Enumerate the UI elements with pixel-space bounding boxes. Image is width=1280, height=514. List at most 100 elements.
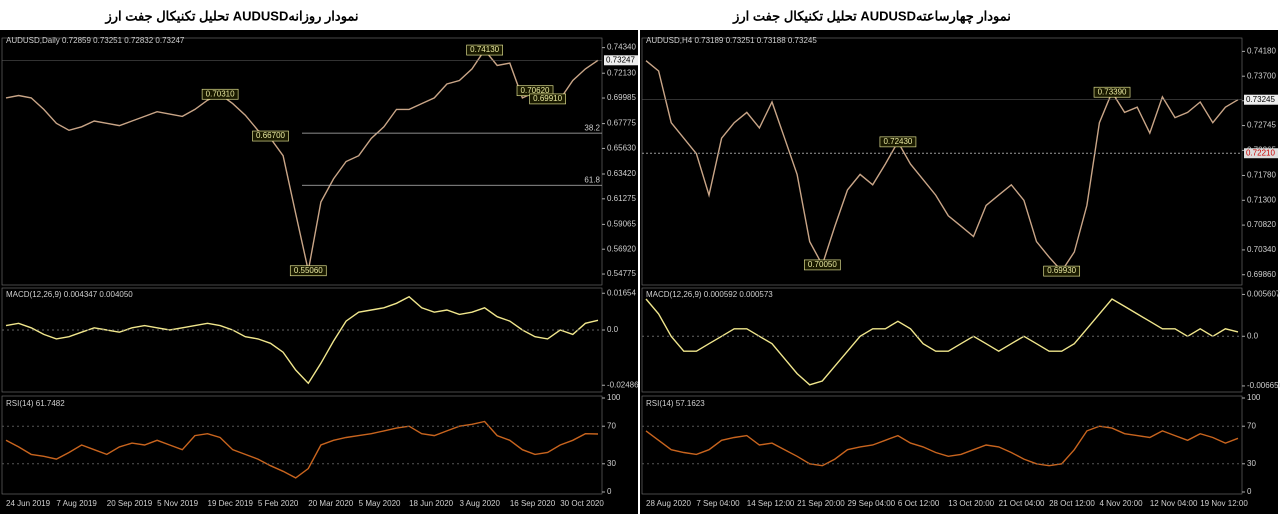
annotation-label: 0.66700 [256, 131, 285, 140]
x-tick-label: 4 Nov 20:00 [1099, 499, 1143, 508]
annotation-box [252, 130, 289, 142]
x-tick-label: 13 Oct 20:00 [948, 499, 994, 508]
x-tick-label: 5 May 2020 [359, 499, 401, 508]
y-tick-label: 0.72130 [607, 68, 636, 77]
x-tick-label: 21 Oct 04:00 [999, 499, 1045, 508]
y-tick-label: 0.74180 [1247, 46, 1276, 55]
chart-title: تحليل تكنيكال جفت ارز AUDUSDنمودار روزان… [104, 8, 358, 24]
y-tick-label: 0.72745 [1247, 121, 1276, 130]
annotation-label: 0.69910 [533, 94, 562, 103]
y-tick-label: 70 [1247, 421, 1256, 430]
panel [1, 287, 603, 393]
panel [641, 37, 1243, 286]
panel [641, 287, 1243, 393]
y-tick-label: 0.005607 [1247, 290, 1280, 299]
y-tick-label: 100 [1247, 393, 1261, 402]
x-tick-label: 30 Oct 2020 [560, 499, 604, 508]
rsi-title: RSI(14) 61.7482 [6, 399, 65, 408]
x-tick-label: 29 Sep 04:00 [848, 499, 896, 508]
annotation-box [466, 44, 503, 56]
series-line [5, 48, 599, 271]
y-tick-label: 70 [607, 421, 616, 430]
annotation-label: 0.69930 [1047, 266, 1076, 275]
y-tick-label: 30 [1247, 459, 1256, 468]
annotation-label: 0.55060 [294, 266, 323, 275]
panel [641, 395, 1243, 495]
annotation-label: 0.72430 [883, 137, 912, 146]
symbol-header: AUDUSD,H4 0.73189 0.73251 0.73188 0.7324… [646, 36, 817, 45]
annotation-box [529, 93, 566, 105]
y-tick-label: -0.02486 [607, 380, 639, 389]
last-price-tag [1244, 94, 1278, 105]
level-label: 0.72210 [1246, 148, 1275, 157]
y-tick-label: 0.61275 [607, 194, 636, 203]
series-line [645, 60, 1239, 273]
x-tick-label: 7 Aug 2019 [56, 499, 97, 508]
chart-title: تحليل تكنيكال جفت ارز AUDUSDنمودار چهارس… [732, 8, 1011, 24]
y-tick-label: 0.65630 [607, 144, 636, 153]
series-line [5, 420, 599, 479]
y-tick-label: 0.01654 [607, 288, 636, 297]
annotation-box [1043, 265, 1081, 277]
x-tick-label: 19 Nov 12:00 [1200, 499, 1248, 508]
last-price-label: 0.73247 [606, 55, 635, 64]
x-tick-label: 12 Nov 04:00 [1150, 499, 1198, 508]
x-tick-label: 24 Jun 2019 [6, 499, 51, 508]
fib-label: 61.8 [584, 175, 600, 184]
annotation-box [1093, 86, 1131, 98]
y-tick-label: 0.0 [1247, 331, 1259, 340]
y-tick-label: 0.74340 [607, 43, 636, 52]
series-line [645, 298, 1239, 386]
y-tick-label: 0.71780 [1247, 171, 1276, 180]
annotation-box [201, 88, 239, 100]
series-line [645, 425, 1239, 467]
y-tick-label: 0.70820 [1247, 220, 1276, 229]
y-tick-label: 30 [607, 459, 616, 468]
y-tick-label: 100 [607, 393, 621, 402]
y-tick-label: 0.54775 [607, 269, 636, 278]
series-line [5, 295, 599, 385]
y-tick-label: 0.67775 [607, 119, 636, 128]
y-tick-label: 0.63420 [607, 169, 636, 178]
annotation-box [879, 136, 917, 148]
level-tag [1244, 148, 1278, 159]
x-tick-label: 28 Oct 12:00 [1049, 499, 1095, 508]
symbol-header: AUDUSD,Daily 0.72859 0.73251 0.72832 0.7… [6, 36, 185, 45]
annotation-box [289, 265, 327, 277]
x-tick-label: 18 Jun 2020 [409, 499, 454, 508]
panel [1, 37, 603, 286]
x-tick-label: 6 Oct 12:00 [898, 499, 940, 508]
annotation-label: 0.70050 [808, 260, 837, 269]
x-tick-label: 14 Sep 12:00 [747, 499, 795, 508]
annotation-label: 0.70310 [206, 89, 235, 98]
last-price-label: 0.73245 [1246, 95, 1275, 104]
panel [1, 395, 603, 495]
y-tick-label: 0.73700 [1247, 71, 1276, 80]
y-tick-label: 0.71300 [1247, 195, 1276, 204]
x-tick-label: 20 Mar 2020 [308, 499, 353, 508]
annotation-box [803, 259, 841, 271]
fib-label: 38.2 [584, 123, 600, 132]
macd-title: MACD(12,26,9) 0.004347 0.004050 [6, 290, 133, 299]
y-tick-label: 0.56920 [607, 244, 636, 253]
y-tick-label: 0.59065 [607, 220, 636, 229]
last-price-tag [604, 55, 638, 66]
y-tick-label: 0 [1247, 487, 1252, 496]
x-tick-label: 20 Sep 2019 [107, 499, 153, 508]
y-tick-label: 0.69985 [607, 93, 636, 102]
macd-title: MACD(12,26,9) 0.000592 0.000573 [646, 290, 773, 299]
y-tick-label: 0.69860 [1247, 270, 1276, 279]
annotation-label: 0.74130 [470, 45, 499, 54]
y-tick-label: 0.0 [607, 325, 619, 334]
y-tick-label: -0.006656 [1247, 381, 1280, 390]
x-tick-label: 3 Aug 2020 [459, 499, 500, 508]
x-tick-label: 5 Nov 2019 [157, 499, 198, 508]
rsi-title: RSI(14) 57.1623 [646, 399, 705, 408]
annotation-label: 0.73390 [1098, 87, 1127, 96]
annotation-label: 0.70620 [521, 86, 550, 95]
x-tick-label: 21 Sep 20:00 [797, 499, 845, 508]
x-tick-label: 28 Aug 2020 [646, 499, 691, 508]
y-tick-label: 0.70340 [1247, 245, 1276, 254]
x-tick-label: 19 Dec 2019 [208, 499, 254, 508]
